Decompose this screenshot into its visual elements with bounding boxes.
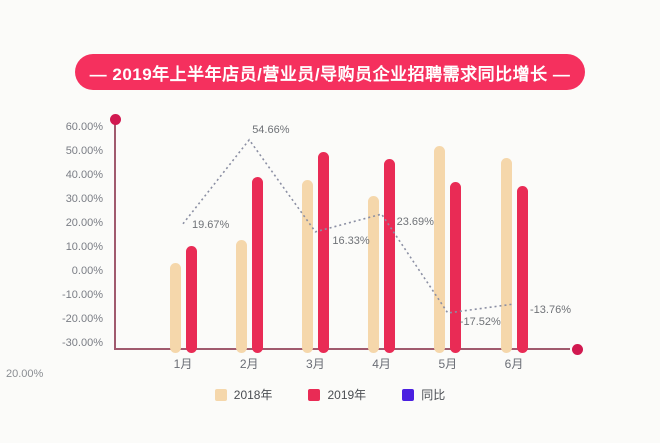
legend-swatch [214, 388, 227, 401]
x-tick-label: 2月 [239, 357, 259, 371]
yoy-point-label: 23.69% [396, 216, 434, 229]
x-tick-label: 6月 [504, 357, 524, 371]
legend-item-同比: 同比 [402, 386, 445, 403]
y-tick-label: -10.00% [62, 288, 103, 301]
bar-2019年-3月 [317, 151, 329, 353]
y-tick-label: 30.00% [65, 192, 103, 205]
bar-2019年-6月 [516, 186, 528, 353]
legend-label: 2018年 [233, 388, 273, 402]
x-tick-label: 5月 [438, 357, 458, 371]
y-tick-label: 60.00% [65, 120, 103, 133]
y-tick-label: 40.00% [65, 168, 103, 181]
y-axis-end-dot [109, 113, 121, 125]
bar-2019年-1月 [185, 245, 197, 353]
bar-2018年-4月 [368, 196, 380, 353]
y-tick-label: 0.00% [71, 264, 103, 277]
legend-swatch [308, 388, 321, 401]
bar-2019年-2月 [251, 177, 263, 353]
x-axis-line [114, 348, 570, 350]
legend-item-2019年: 2019年 [308, 386, 366, 403]
bar-2018年-3月 [301, 180, 313, 353]
stray-axis-label: 20.00% [6, 368, 44, 380]
yoy-point-label: 16.33% [332, 234, 370, 247]
bar-2018年-1月 [169, 262, 181, 353]
y-axis-line [114, 119, 116, 350]
bar-2018年-6月 [500, 157, 512, 353]
y-tick-label: 20.00% [65, 216, 103, 229]
bar-2018年-2月 [235, 239, 247, 353]
y-tick-label: 50.00% [65, 144, 103, 157]
y-tick-label: -30.00% [62, 336, 103, 349]
x-tick-label: 1月 [173, 357, 193, 371]
legend-label: 同比 [421, 388, 446, 402]
yoy-point-label: -13.76% [530, 304, 571, 317]
x-axis-end-dot [571, 343, 583, 355]
yoy-point-label: 54.66% [252, 123, 290, 136]
yoy-point-label: -17.52% [459, 316, 501, 329]
bar-2019年-5月 [450, 182, 462, 353]
legend-label: 2019年 [327, 388, 367, 402]
y-tick-label: -20.00% [62, 312, 103, 325]
legend-swatch [402, 388, 415, 401]
chart-legend: 2018年 2019年 同比 [0, 386, 660, 403]
yoy-point-label: 19.67% [192, 218, 230, 231]
y-tick-label: 10.00% [65, 240, 103, 253]
x-tick-label: 3月 [306, 357, 325, 371]
chart-title: — 2019年上半年店员/营业员/导购员企业招聘需求同比增长 — [75, 54, 585, 90]
bar-2019年-4月 [384, 158, 396, 353]
bar-2018年-5月 [434, 145, 446, 353]
legend-item-2018年: 2018年 [214, 386, 273, 403]
x-tick-label: 4月 [372, 357, 391, 371]
